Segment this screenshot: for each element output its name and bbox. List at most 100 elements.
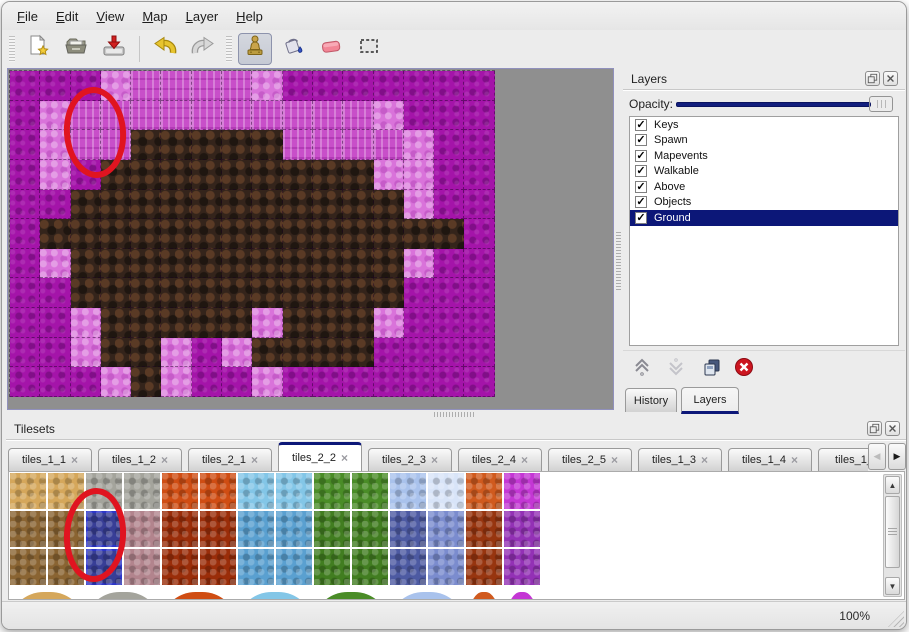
map-tile[interactable] — [222, 248, 253, 279]
map-tile[interactable] — [312, 248, 344, 279]
menu-edit[interactable]: Edit — [55, 8, 79, 24]
map-tile[interactable] — [70, 71, 101, 101]
map-tile[interactable] — [222, 71, 253, 101]
vertical-splitter-handle[interactable] — [616, 232, 621, 292]
map-tile[interactable] — [373, 337, 404, 368]
tileset-tile[interactable] — [200, 549, 236, 585]
map-tile[interactable] — [100, 278, 132, 308]
map-tile[interactable] — [70, 189, 101, 220]
tileset-tile[interactable] — [124, 511, 160, 547]
tileset-blob-tile[interactable] — [393, 592, 461, 599]
map-tile[interactable] — [10, 308, 41, 338]
map-canvas[interactable] — [7, 68, 614, 410]
tileset-tab-tiles_1[interactable]: tiles_1_× — [818, 448, 868, 471]
tileset-blob-row[interactable] — [10, 589, 540, 599]
map-tile[interactable] — [191, 308, 223, 338]
layer-row-objects[interactable]: ✓ Objects — [630, 195, 898, 211]
map-tile[interactable] — [70, 248, 101, 279]
map-tile[interactable] — [403, 308, 435, 338]
map-tile[interactable] — [100, 367, 132, 397]
map-tile[interactable] — [403, 189, 435, 220]
tileset-tile[interactable] — [466, 473, 502, 509]
map-tile[interactable] — [252, 337, 283, 368]
open-file-button[interactable] — [59, 33, 93, 65]
opacity-slider-handle[interactable] — [869, 96, 893, 112]
map-tile[interactable] — [282, 100, 313, 131]
map-tile[interactable] — [343, 71, 374, 101]
map-tile[interactable] — [222, 100, 253, 131]
map-tile[interactable] — [100, 189, 132, 220]
tileset-tile[interactable] — [86, 549, 122, 585]
tileset-tile[interactable] — [352, 549, 388, 585]
map-tile[interactable] — [464, 189, 495, 220]
map-tile[interactable] — [100, 248, 132, 279]
float-panel-icon[interactable] — [867, 421, 882, 436]
layer-visibility-checkbox[interactable]: ✓ — [635, 165, 647, 178]
map-tile[interactable] — [131, 367, 162, 397]
tab-scroll-left-icon[interactable]: ◀ — [868, 443, 886, 470]
map-tile[interactable] — [434, 278, 465, 308]
map-tile[interactable] — [70, 219, 101, 249]
map-tile[interactable] — [131, 337, 162, 368]
map-tile[interactable] — [70, 308, 101, 338]
menu-file[interactable]: File — [17, 8, 38, 24]
tileset-tab-tiles_1_3[interactable]: tiles_1_3 × — [638, 448, 722, 471]
map-tile[interactable] — [40, 71, 71, 101]
map-tile[interactable] — [100, 130, 132, 160]
map-tile[interactable] — [191, 219, 223, 249]
menu-map[interactable]: Map — [142, 8, 168, 24]
map-tile[interactable] — [40, 367, 71, 397]
eraser-tool-button[interactable] — [314, 33, 348, 65]
map-tile[interactable] — [282, 159, 313, 190]
map-tile[interactable] — [343, 159, 374, 190]
map-tile[interactable] — [282, 71, 313, 101]
tileset-tile[interactable] — [504, 511, 540, 547]
map-tile[interactable] — [191, 278, 223, 308]
map-tile[interactable] — [373, 189, 404, 220]
map-tile[interactable] — [222, 337, 253, 368]
map-tile[interactable] — [70, 100, 101, 131]
map-tile[interactable] — [10, 130, 41, 160]
map-tile[interactable] — [282, 278, 313, 308]
map-tile[interactable] — [373, 248, 404, 279]
tileset-tile[interactable] — [276, 511, 312, 547]
map-tile[interactable] — [222, 159, 253, 190]
map-tile[interactable] — [312, 189, 344, 220]
map-tile[interactable] — [434, 337, 465, 368]
tileset-tile[interactable] — [504, 473, 540, 509]
map-tile[interactable] — [191, 189, 223, 220]
map-tile[interactable] — [434, 308, 465, 338]
tileset-blob-tile[interactable] — [317, 592, 385, 599]
map-tile[interactable] — [10, 248, 41, 279]
map-tile[interactable] — [343, 219, 374, 249]
map-tile[interactable] — [312, 278, 344, 308]
map-tile[interactable] — [161, 219, 192, 249]
map-tile[interactable] — [464, 337, 495, 368]
map-tile[interactable] — [403, 130, 435, 160]
map-tile[interactable] — [403, 367, 435, 397]
tileset-tab-tiles_1_4[interactable]: tiles_1_4 × — [728, 448, 812, 471]
map-tile[interactable] — [222, 367, 253, 397]
map-tile[interactable] — [100, 308, 132, 338]
map-tile[interactable] — [312, 71, 344, 101]
map-tile[interactable] — [403, 71, 435, 101]
map-tile[interactable] — [191, 71, 223, 101]
map-tile[interactable] — [373, 71, 404, 101]
map-tile[interactable] — [312, 130, 344, 160]
map-tile[interactable] — [10, 159, 41, 190]
map-tile[interactable] — [343, 248, 374, 279]
map-tile[interactable] — [464, 100, 495, 131]
map-tile[interactable] — [434, 159, 465, 190]
map-tile[interactable] — [161, 130, 192, 160]
map-tile[interactable] — [100, 337, 132, 368]
map-tile[interactable] — [161, 278, 192, 308]
menu-layer[interactable]: Layer — [185, 8, 219, 24]
map-tile[interactable] — [100, 71, 132, 101]
map-tile[interactable] — [131, 100, 162, 131]
tileset-tile[interactable] — [466, 549, 502, 585]
tileset-blob-tile[interactable] — [89, 592, 157, 599]
map-tile[interactable] — [403, 219, 435, 249]
map-tile[interactable] — [40, 219, 71, 249]
map-tile[interactable] — [161, 367, 192, 397]
layer-row-above[interactable]: ✓ Above — [630, 179, 898, 195]
